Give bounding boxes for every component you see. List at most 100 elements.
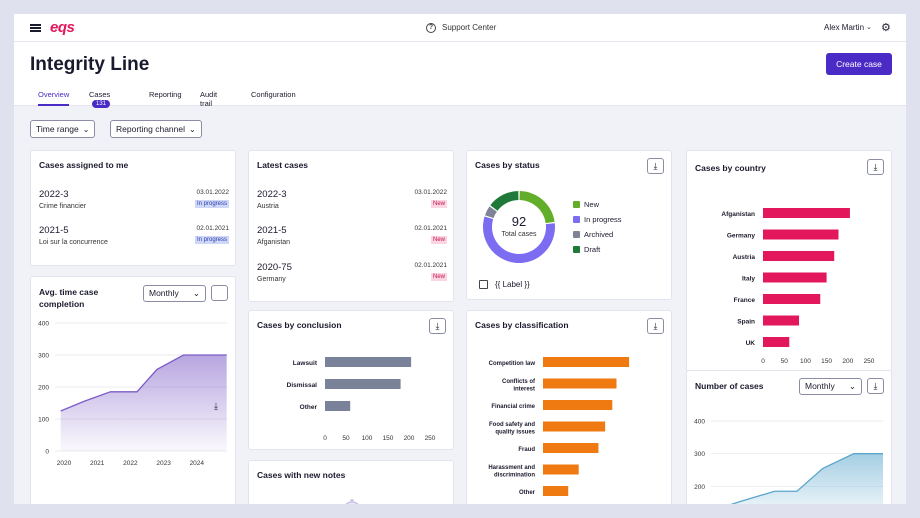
pie-slice — [519, 191, 555, 224]
category-label: Harassment and — [488, 465, 535, 471]
time-range-filter[interactable]: Time range ⌄ — [30, 120, 96, 138]
status-badge: In progress — [194, 200, 229, 208]
case-id: 2020-75 — [257, 262, 292, 273]
status-badge: New — [430, 200, 447, 208]
chevron-down-icon[interactable]: ⌄ — [866, 24, 872, 31]
tick-label: 250 — [425, 435, 436, 442]
chevron-down-icon: ⌄ — [189, 125, 196, 134]
tick-label: 0 — [323, 435, 327, 442]
download-button[interactable]: ⤓ — [647, 158, 664, 174]
bar — [543, 400, 613, 410]
case-subject: Afganistan — [257, 239, 291, 246]
conclusion-card: Cases by conclusion ⤓ Lawsuit Dismissal Ot… — [248, 310, 454, 450]
category-label: Lawsuit — [293, 360, 318, 367]
case-id: 2021-5 — [257, 225, 287, 236]
download-button[interactable]: ⤓ — [867, 159, 884, 175]
period-select[interactable]: Monthly ⌄ — [143, 285, 206, 302]
category-label: Fraud — [518, 447, 535, 453]
category-label: Afganistan — [721, 211, 755, 218]
page-title: Integrity Line — [30, 54, 150, 75]
category-label: UK — [746, 340, 756, 347]
tick-label: 2020 — [57, 460, 72, 467]
legend-swatch — [573, 246, 580, 253]
download-button[interactable] — [211, 285, 228, 301]
bar — [543, 357, 630, 367]
country-chart: Afganistan Germany Austria Italy France Spain… — [721, 208, 875, 365]
card-title: Latest cases — [257, 160, 309, 170]
empty-state-illustration — [345, 499, 359, 504]
tab-label: Configuration — [251, 90, 296, 99]
help-icon[interactable]: ? — [426, 23, 436, 33]
category-label: Conflicts of — [502, 379, 536, 385]
download-button[interactable]: ⤓ — [867, 378, 884, 394]
case-subject: Germany — [257, 276, 286, 283]
filter-label: Time range — [36, 124, 79, 134]
tab-audit-trail[interactable]: Audit trail — [200, 90, 217, 108]
chevron-down-icon: ⌄ — [848, 381, 856, 391]
tab-cases[interactable]: Cases131 — [89, 90, 110, 108]
download-button[interactable]: ⤓ — [429, 318, 446, 334]
label-checkbox[interactable] — [479, 280, 488, 289]
total-label: Total cases — [501, 231, 537, 238]
tick-label: 2024 — [190, 460, 205, 467]
tick-label: 400 — [694, 419, 705, 426]
area-fill — [732, 453, 883, 504]
gear-icon[interactable]: ⚙ — [881, 22, 891, 34]
menu-icon[interactable] — [30, 24, 41, 32]
bar — [543, 464, 579, 475]
tick-label: 150 — [821, 358, 832, 365]
tick-label: 2021 — [90, 460, 105, 467]
title-line: Avg. time case — [39, 287, 99, 297]
tick-label: 100 — [800, 358, 811, 365]
bar — [325, 379, 401, 389]
tick-label: 100 — [362, 435, 373, 442]
case-id: 2021-5 — [39, 225, 69, 236]
pie-slice — [484, 206, 497, 219]
tab-overview[interactable]: Overview — [38, 90, 70, 106]
period-select[interactable]: Monthly ⌄ — [799, 378, 862, 395]
case-date: 03.01.2022 — [196, 189, 229, 196]
card-title: Cases by classification — [475, 320, 569, 330]
bar — [763, 229, 839, 240]
top-bar: eqs ? Support Center Alex Martin ⌄ ⚙ — [14, 14, 906, 42]
case-date: 02.01.2021 — [414, 225, 447, 232]
case-id: 2022-3 — [39, 189, 69, 200]
bar — [325, 357, 412, 367]
card-title: Cases with new notes — [257, 470, 346, 480]
category-label: Spain — [737, 319, 755, 326]
tab-reporting[interactable]: Reporting — [149, 90, 182, 106]
tick-label: 300 — [694, 451, 705, 458]
pie-slice — [483, 216, 555, 263]
latest-cases-card: Latest cases 2022-3 03.01.2022 Austria N… — [248, 150, 454, 302]
card-title: Cases assigned to me — [39, 160, 129, 170]
user-menu[interactable]: Alex Martin — [824, 23, 865, 32]
bar — [763, 208, 850, 218]
card-title: Cases by status — [475, 160, 540, 170]
create-case-button[interactable]: Create case — [826, 53, 892, 75]
bar — [763, 272, 827, 283]
tick-label: 2023 — [156, 460, 171, 467]
logo[interactable]: eqs — [50, 19, 75, 36]
status-badge: New — [430, 273, 447, 281]
case-date: 03.01.2022 — [414, 189, 447, 196]
tab-configuration[interactable]: Configuration — [251, 90, 296, 106]
support-center-link[interactable]: Support Center — [442, 23, 497, 32]
download-icon[interactable]: ⤓ — [214, 401, 218, 411]
status-donut-chart — [483, 191, 555, 263]
checkbox-label: {{ Label }} — [495, 280, 530, 289]
category-label: Financial crime — [491, 404, 535, 410]
avg-time-card: Avg. time case completion Monthly ⌄ 0 100 20… — [30, 276, 236, 504]
download-button[interactable]: ⤓ — [647, 318, 664, 334]
bar — [763, 315, 800, 326]
category-label: Food safety and — [489, 422, 535, 428]
card-title: Avg. time case completion — [39, 286, 98, 310]
filter-label: Reporting channel — [116, 124, 185, 134]
case-subject: Crime financier — [39, 203, 87, 210]
tick-label: 50 — [781, 358, 789, 365]
tick-label: 100 — [38, 417, 49, 424]
reporting-channel-filter[interactable]: Reporting channel ⌄ — [110, 120, 202, 138]
bar — [543, 421, 606, 432]
avg-time-chart: 0 100 200 300 400 2020 2021 2022 2023 2024 — [38, 321, 227, 467]
